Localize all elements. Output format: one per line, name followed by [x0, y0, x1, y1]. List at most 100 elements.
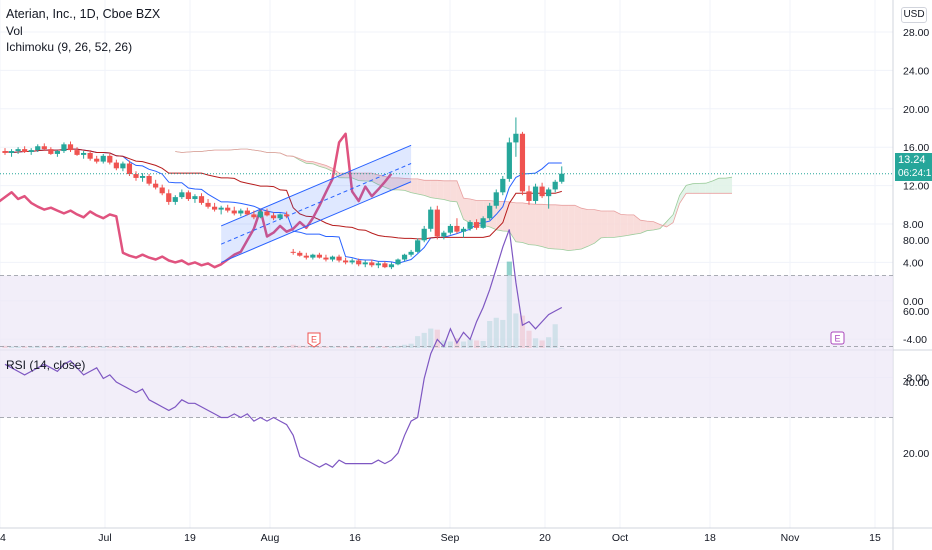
parallel-channel-median: [220, 163, 412, 245]
candle-body: [126, 163, 133, 175]
candle-body: [35, 146, 41, 151]
bar-countdown: 06:24:1: [898, 168, 932, 179]
ichimoku-cloud-segment: [561, 205, 569, 251]
price-axis-tick-label: 28.00: [903, 27, 929, 39]
ichimoku-legend[interactable]: Ichimoku (9, 26, 52, 26): [6, 40, 133, 54]
candle-body: [139, 176, 146, 178]
ichimoku-cloud-segment: [365, 173, 372, 182]
candle-body: [277, 214, 283, 219]
ichimoku-cloud-segment: [620, 214, 628, 237]
ichimoku-cloud-segment: [594, 209, 602, 244]
candle-body: [185, 192, 191, 200]
candle-body: [133, 174, 139, 178]
currency-button[interactable]: USD: [901, 7, 927, 23]
ichimoku-cloud-segment: [699, 183, 706, 194]
ichimoku-cloud-segment: [312, 161, 320, 167]
candle-body: [323, 257, 329, 260]
ichimoku-cloud-segment: [417, 178, 425, 196]
ichimoku-lagging-span: [0, 132, 393, 269]
price-axis-tick-label: -4.00: [903, 334, 927, 346]
volume-legend[interactable]: Vol: [6, 24, 23, 38]
candle-body: [303, 255, 309, 258]
candle-body: [146, 176, 152, 184]
candle-body: [67, 144, 74, 151]
candle-body: [500, 178, 506, 193]
candle-body: [428, 209, 434, 229]
candle-body: [382, 263, 388, 268]
candle-body: [441, 232, 447, 237]
candle-body: [218, 207, 224, 210]
candle-body: [54, 151, 60, 154]
candle-body: [87, 152, 93, 159]
ichimoku-cloud-segment: [640, 220, 647, 234]
candle-body: [343, 260, 349, 263]
candle-body: [251, 214, 257, 218]
time-axis-tick-label: 18: [704, 532, 716, 544]
ichimoku-cloud-segment: [391, 177, 398, 190]
ichimoku-cloud-segment: [463, 198, 471, 224]
ichimoku-cloud-segment: [358, 173, 366, 182]
ichimoku-cloud-segment: [653, 221, 660, 230]
candle-body: [284, 214, 290, 217]
candle-body: [454, 225, 460, 232]
candle-body: [362, 262, 368, 265]
candle-body: [415, 240, 421, 252]
candle-body: [238, 210, 244, 214]
candle-body: [225, 207, 231, 211]
rsi-legend[interactable]: RSI (14, close): [6, 358, 86, 372]
ichimoku-cloud-segment: [646, 221, 654, 231]
candle-body: [22, 149, 28, 152]
time-axis-tick-label: Sep: [441, 532, 460, 544]
ichimoku-cloud-segment: [686, 183, 693, 194]
price-axis-tick-label: 8.00: [903, 219, 924, 231]
time-axis-tick-label: 15: [869, 532, 881, 544]
candle-body: [107, 155, 113, 163]
candle-body: [552, 181, 558, 190]
candle-body: [421, 228, 427, 241]
time-axis-tick-label: Aug: [261, 532, 280, 544]
candle-body: [526, 191, 532, 201]
price-axis-tick-label: 12.00: [903, 181, 929, 193]
candle-body: [28, 150, 34, 152]
candle-body: [474, 222, 480, 228]
ichimoku-cloud-segment: [398, 177, 405, 191]
ichimoku-cloud-segment: [692, 183, 700, 194]
candle-body: [401, 254, 408, 260]
ichimoku-cloud-segment: [718, 178, 726, 194]
price-axis-tick-label: 24.00: [903, 65, 929, 77]
candle-body: [205, 202, 211, 207]
ichimoku-cloud-segment: [679, 185, 687, 204]
future-earnings-label: E: [834, 334, 840, 344]
candle-body: [493, 192, 499, 206]
ichimoku-cloud-segment: [633, 214, 641, 235]
ichimoku-cloud-segment: [666, 214, 674, 227]
candle-body: [506, 142, 512, 179]
candle-body: [94, 158, 100, 162]
candle-body: [8, 151, 15, 153]
candle-body: [487, 205, 493, 219]
parallel-channel-bottom: [220, 181, 412, 263]
time-axis-tick-label: Nov: [781, 532, 800, 544]
rsi-axis-tick-label: 60.00: [903, 306, 929, 318]
ichimoku-cloud-segment: [574, 205, 582, 250]
candle-body: [270, 215, 277, 219]
ichimoku-cloud-segment: [555, 204, 562, 250]
candle-body: [356, 260, 362, 265]
ichimoku-cloud-segment: [319, 163, 326, 169]
candle-body: [480, 218, 486, 228]
ichimoku-cloud-segment: [542, 204, 549, 249]
candle-body: [349, 260, 355, 263]
price-axis-tick-label: -8.00: [903, 373, 927, 385]
candle-body: [192, 196, 198, 200]
candle-body: [231, 210, 237, 214]
candle-body: [408, 251, 414, 255]
candle-body: [2, 151, 8, 153]
candle-body: [264, 211, 270, 216]
earnings-marker-shape: [307, 332, 321, 348]
ichimoku-cloud-segment: [352, 173, 359, 181]
candle-body: [153, 183, 159, 188]
candle-body: [467, 222, 473, 229]
candle-body: [395, 259, 401, 265]
chart-legend-title[interactable]: Aterian, Inc., 1D, Cboe BZX: [6, 7, 161, 21]
